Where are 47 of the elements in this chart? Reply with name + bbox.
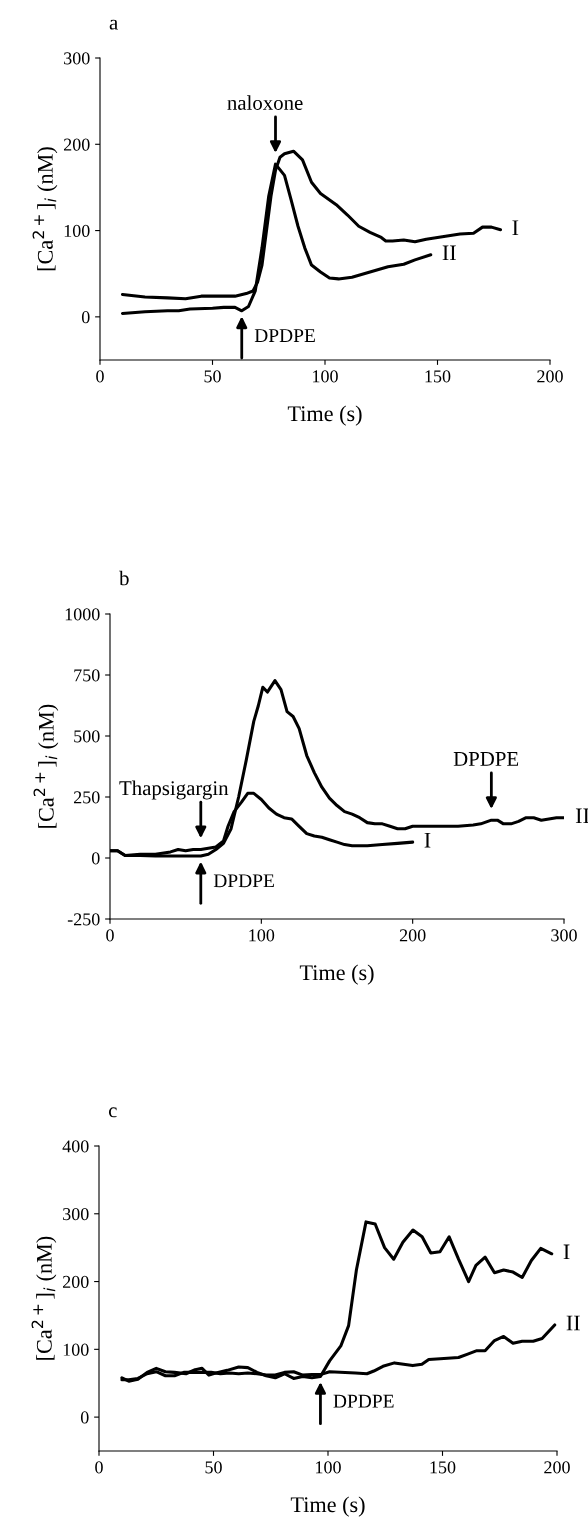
x-axis-title: Time (s) — [290, 1496, 365, 1517]
y-tick-label: 200 — [62, 1275, 89, 1288]
y-tick-label: 250 — [73, 791, 100, 804]
x-tick-label: 100 — [249, 929, 275, 942]
annotation: DPDPE — [213, 874, 274, 888]
x-tick-label: 200 — [399, 929, 426, 942]
x-tick-label: 100 — [316, 1461, 341, 1474]
x-tick-label: 50 — [204, 370, 221, 383]
y-axis-title: [Ca$^{2+}$]$_{i}$ (nM) — [31, 1236, 57, 1360]
y-tick-label: 1000 — [65, 608, 100, 621]
y-tick-label: 400 — [62, 1140, 89, 1153]
y-tick-label: 0 — [81, 311, 90, 324]
annotation: DPDPE — [333, 1394, 394, 1408]
annotation: naloxone — [227, 95, 303, 110]
series-label: II — [566, 1315, 580, 1331]
series-label: I — [512, 220, 519, 236]
x-tick-label: 200 — [544, 1461, 570, 1474]
chart-title: b — [119, 570, 129, 586]
x-tick-label: 50 — [205, 1461, 222, 1474]
chart-title: c — [108, 1107, 117, 1118]
chart-title: a — [109, 19, 118, 30]
x-axis-title: Time (s) — [299, 964, 374, 985]
y-tick-label: -250 — [67, 913, 100, 926]
annotation: Thapsigargin — [119, 780, 229, 800]
series-label: I — [563, 1244, 570, 1260]
y-tick-label: 300 — [63, 1208, 89, 1221]
x-tick-label: 300 — [551, 929, 577, 942]
annotation: DPDPE — [453, 752, 519, 766]
y-tick-label: 500 — [74, 730, 100, 743]
y-tick-label: 200 — [63, 138, 90, 151]
x-tick-label: 150 — [425, 370, 451, 383]
y-axis-title: [Ca$^{2+}$]$_{i}$ (nM) — [32, 147, 58, 271]
y-tick-label: 100 — [63, 1343, 89, 1356]
x-tick-label: 150 — [430, 1461, 456, 1474]
y-tick-label: 300 — [64, 52, 90, 65]
x-tick-label: 0 — [106, 929, 114, 942]
series-label: I — [424, 832, 431, 848]
series-label: II — [442, 245, 456, 261]
x-tick-label: 200 — [537, 370, 563, 383]
x-tick-label: 100 — [313, 370, 338, 383]
y-tick-label: 750 — [74, 669, 100, 682]
y-tick-label: 0 — [80, 1411, 89, 1424]
y-tick-label: 100 — [64, 224, 90, 238]
annotation: DPDPE — [254, 329, 315, 342]
x-axis-title: Time (s) — [287, 405, 362, 426]
y-axis-title: [Ca$^{2+}$]$_{i}$ (nM) — [33, 704, 59, 828]
y-tick-label: 0 — [91, 852, 100, 865]
